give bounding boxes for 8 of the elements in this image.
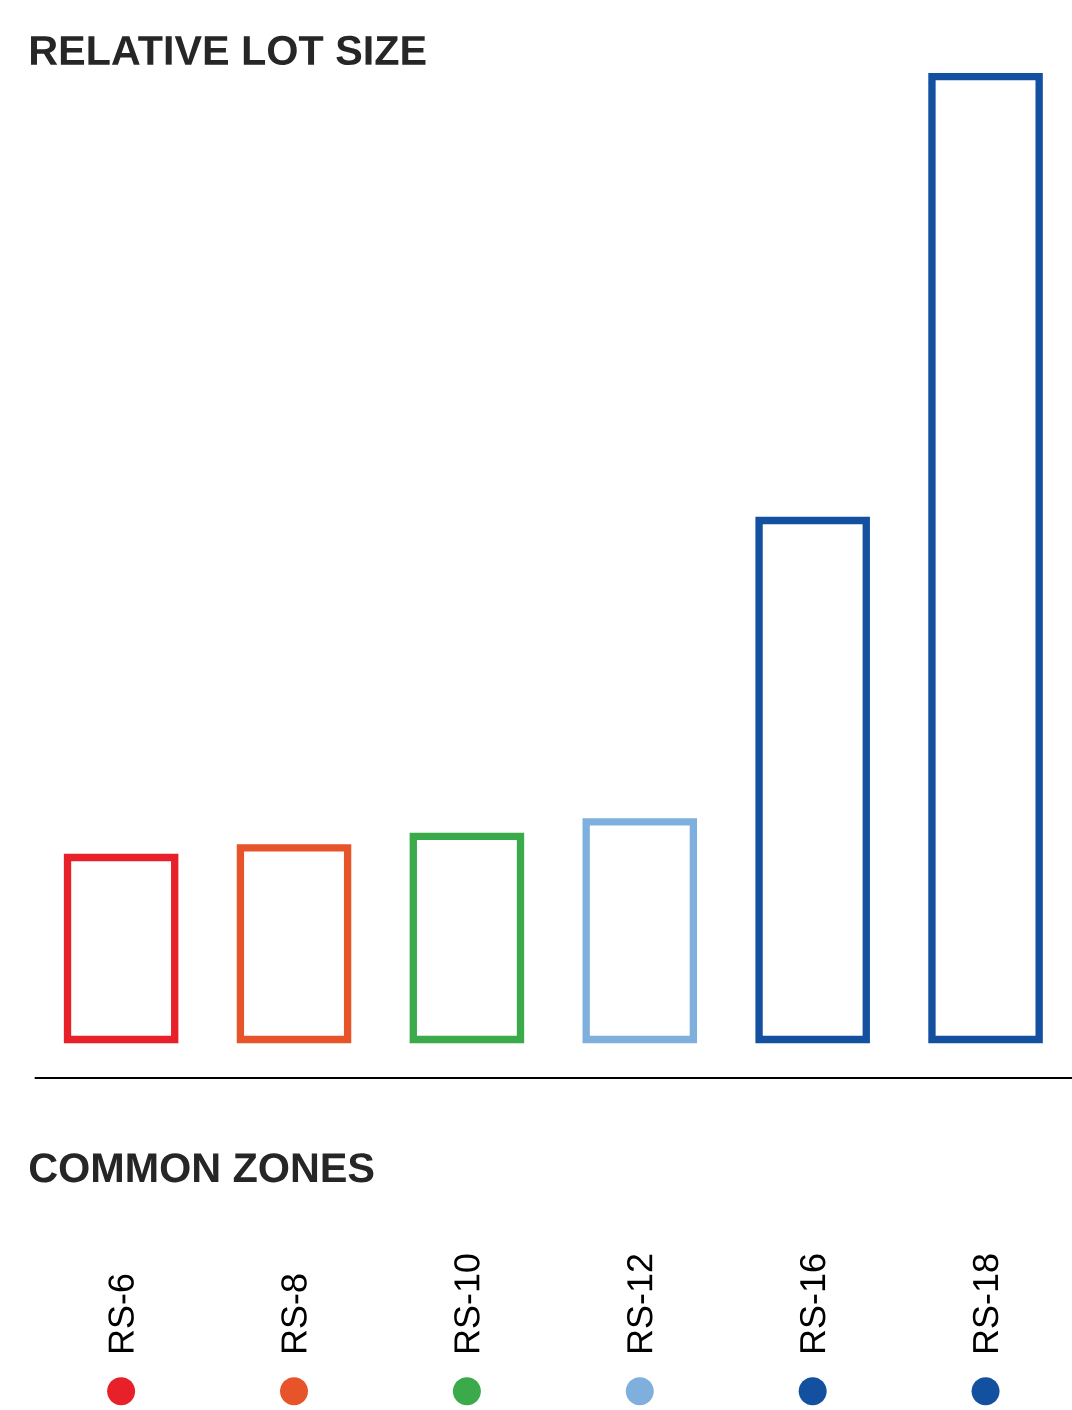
chart-title: RELATIVE LOT SIZE [31, 35, 426, 66]
x-tick-label: RS-6 [108, 1274, 134, 1353]
x-tick-label: RS-12 [627, 1254, 653, 1353]
x-tick-label: RS-10 [454, 1254, 480, 1353]
x-tick-label: RS-16 [799, 1254, 826, 1353]
x-tick-label: RS-18 [972, 1254, 999, 1353]
x-tick-label: RS-8 [281, 1274, 307, 1353]
x-axis-title: COMMON ZONES [29, 1153, 374, 1183]
